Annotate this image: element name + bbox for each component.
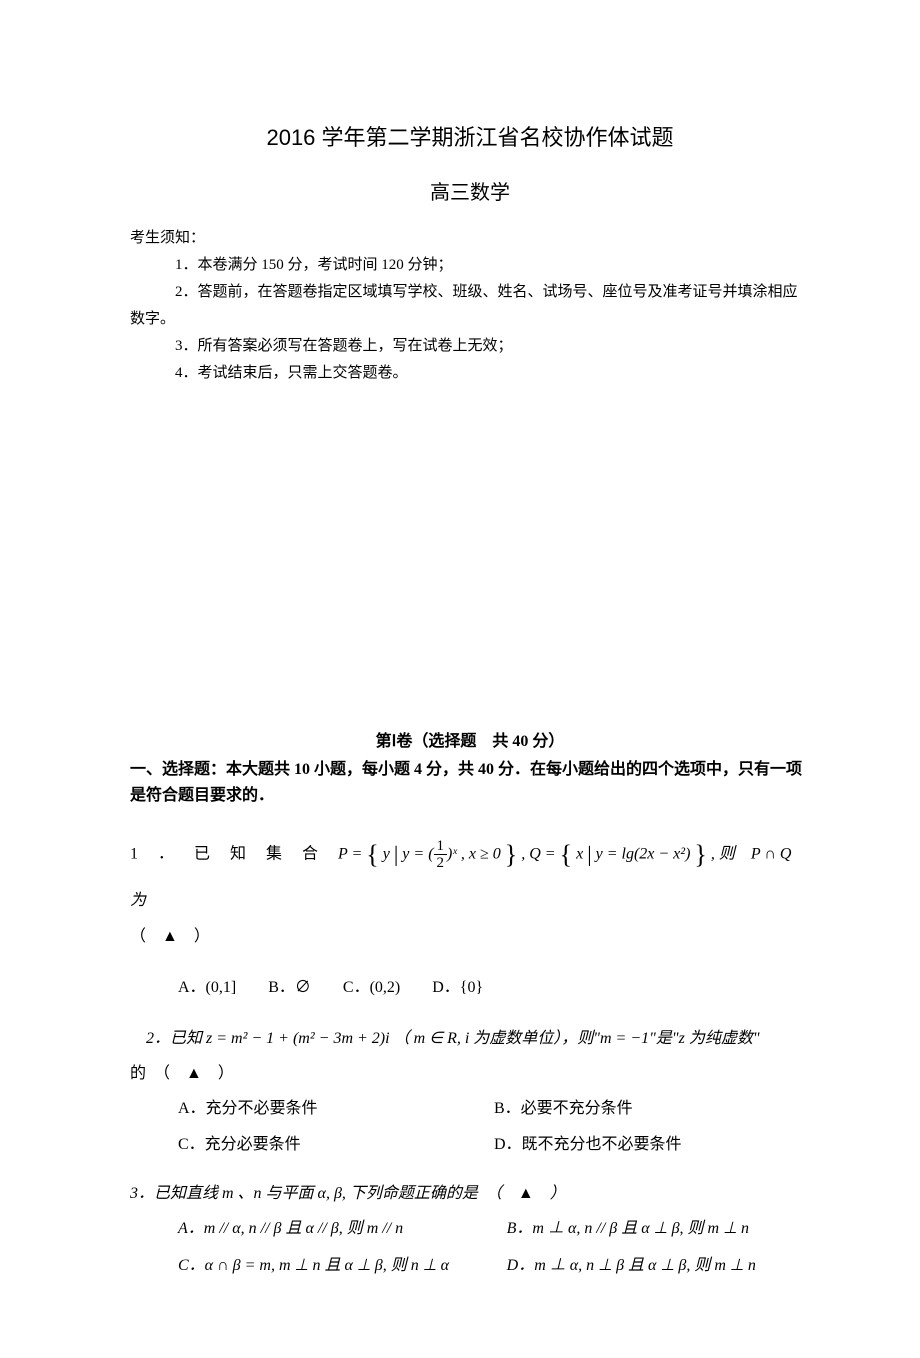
brace-close-icon: } [505, 840, 517, 869]
brace-close-icon: } [694, 840, 706, 869]
q2-stem-line2: 的 （ ▲ ） [130, 1056, 810, 1091]
title-line-1: 2016 学年第二学期浙江省名校协作体试题 [130, 120, 810, 152]
q3-option-a: A．m // α, n // β 且 α // β, 则 m // n [130, 1211, 507, 1248]
q1-Q-var: x [576, 845, 583, 862]
question-1: 1 ． 已 知 集 合 P = { y | y = (12)ˣ , x ≥ 0 … [130, 826, 810, 1005]
divider-bar-icon: | [394, 842, 398, 867]
q1-P-var: y [383, 845, 390, 862]
exam-page: 2016 学年第二学期浙江省名校协作体试题 高三数学 考生须知： 1．本卷满分 … [0, 0, 920, 1358]
brace-open-icon: { [366, 840, 378, 869]
q1-P-eq: P = [338, 845, 366, 862]
frac-den: 2 [434, 855, 448, 872]
instruction-item-3: 3．所有答案必须写在答题卷上，写在试卷上无效； [130, 333, 810, 360]
q1-blank: （ ▲ ） [130, 919, 810, 954]
question-3: 3．已知直线 m 、n 与平面 α, β, 下列命题正确的是 （ ▲ ） A．m… [130, 1176, 810, 1285]
q1-option-d: D．{0} [432, 979, 483, 996]
q3-option-c: C．α ∩ β = m, m ⊥ n 且 α ⊥ β, 则 n ⊥ α [130, 1248, 507, 1285]
instructions-label: 考生须知： [130, 225, 810, 252]
q1-option-a: A．(0,1] [178, 979, 236, 996]
instruction-item-4: 4．考试结束后，只需上交答题卷。 [130, 360, 810, 387]
q1-P-expr2: )ˣ , x ≥ 0 [447, 845, 501, 862]
q1-Q-expr: y = lg(2x − x²) [596, 845, 691, 862]
instruction-item-1: 1．本卷满分 150 分，考试时间 120 分钟； [130, 252, 810, 279]
q1-Q-eq: , Q = [521, 845, 559, 862]
q2-option-c: C．充分必要条件 [178, 1127, 494, 1162]
q2-option-a: A．充分不必要条件 [178, 1091, 494, 1126]
q3-stem: 3．已知直线 m 、n 与平面 α, β, 下列命题正确的是 （ ▲ ） [130, 1176, 810, 1211]
q1-prefix: 1 ． 已 知 集 合 [130, 845, 338, 862]
q1-option-b: B．∅ [268, 979, 311, 996]
q1-P-expr1: y = ( [402, 845, 433, 862]
fraction-half: 12 [434, 838, 448, 872]
q2-option-d: D．既不充分也不必要条件 [494, 1127, 810, 1162]
divider-bar-icon: | [587, 842, 591, 867]
q3-option-b: B．m ⊥ α, n // β 且 α ⊥ β, 则 m ⊥ n [507, 1211, 810, 1248]
instructions-block: 考生须知： 1．本卷满分 150 分，考试时间 120 分钟； 2．答题前，在答… [130, 225, 810, 387]
brace-open-icon: { [560, 840, 572, 869]
q2-stem-line1: 2．已知 z = m² − 1 + (m² − 3m + 2)i （ m ∈ R… [130, 1021, 810, 1056]
q1-option-c: C．(0,2) [343, 979, 400, 996]
section-description: 一、选择题：本大题共 10 小题，每小题 4 分，共 40 分．在每小题给出的四… [130, 757, 810, 808]
instruction-item-2: 2．答题前，在答题卷指定区域填写学校、班级、姓名、试场号、座位号及准考证号并填涂… [130, 279, 810, 333]
vertical-spacer [130, 387, 810, 727]
title-line-2: 高三数学 [130, 176, 810, 205]
q2-option-b: B．必要不充分条件 [494, 1091, 810, 1126]
section-header: 第Ⅰ卷（选择题 共 40 分） [130, 727, 810, 751]
question-2: 2．已知 z = m² − 1 + (m² − 3m + 2)i （ m ∈ R… [130, 1021, 810, 1162]
q3-option-d: D．m ⊥ α, n ⊥ β 且 α ⊥ β, 则 m ⊥ n [507, 1248, 810, 1285]
frac-num: 1 [434, 838, 448, 856]
